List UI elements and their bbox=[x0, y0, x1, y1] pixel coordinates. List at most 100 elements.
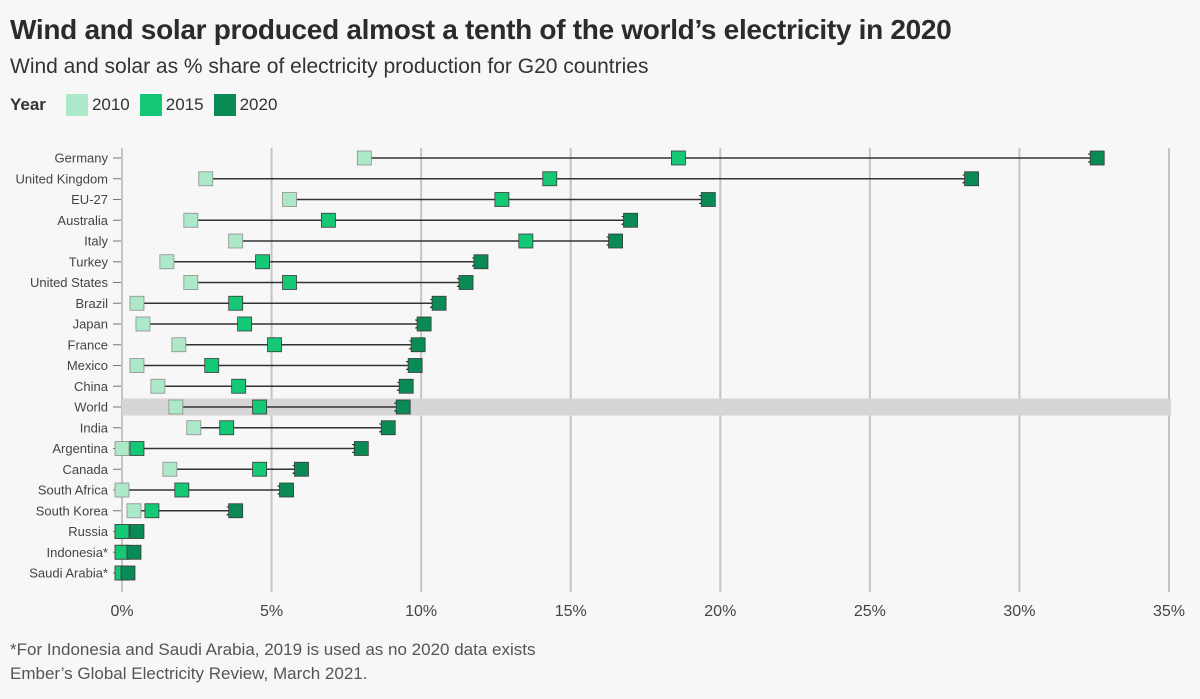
marker-2015[interactable] bbox=[228, 295, 244, 311]
marker-2015[interactable] bbox=[267, 337, 282, 353]
legend-label-2020: 2020 bbox=[239, 95, 278, 114]
y-tick-label: Japan bbox=[73, 317, 108, 332]
marker-2020[interactable] bbox=[608, 233, 623, 249]
y-tick-label: Germany bbox=[55, 151, 109, 166]
marker-2015[interactable] bbox=[518, 233, 534, 249]
y-tick-label: Mexico bbox=[67, 358, 108, 373]
marker-2010[interactable] bbox=[129, 295, 145, 311]
marker-2020[interactable] bbox=[126, 544, 142, 560]
marker-2020[interactable] bbox=[431, 295, 447, 311]
marker-2020[interactable] bbox=[458, 275, 474, 290]
y-tick-label: Argentina bbox=[52, 441, 108, 456]
marker-2020[interactable] bbox=[623, 212, 638, 228]
marker-2015[interactable] bbox=[255, 254, 270, 270]
legend-label-2015: 2015 bbox=[165, 95, 204, 114]
marker-2010[interactable] bbox=[162, 461, 178, 477]
marker-2015[interactable] bbox=[252, 399, 268, 415]
y-tick-label: Saudi Arabia* bbox=[29, 566, 108, 581]
marker-2010[interactable] bbox=[186, 420, 202, 436]
gridlines bbox=[121, 148, 1170, 592]
marker-2020[interactable] bbox=[964, 171, 979, 187]
legend-item-2010[interactable]: 2010 bbox=[65, 94, 130, 116]
marker-2020[interactable] bbox=[410, 337, 426, 353]
marker-2015[interactable] bbox=[174, 482, 190, 498]
marker-2010[interactable] bbox=[168, 399, 184, 415]
marker-2010[interactable] bbox=[126, 503, 142, 519]
row-south-africa: South Africa bbox=[38, 483, 294, 498]
marker-2020[interactable] bbox=[380, 420, 396, 436]
y-tick-label: Turkey bbox=[69, 254, 109, 269]
x-tick-label: 25% bbox=[854, 603, 886, 620]
x-tick-label: 5% bbox=[260, 603, 283, 620]
row-united-kingdom: United Kingdom bbox=[16, 171, 979, 186]
marker-2010[interactable] bbox=[114, 441, 130, 456]
marker-2015[interactable] bbox=[321, 212, 336, 228]
marker-2015[interactable] bbox=[114, 524, 130, 539]
marker-2015[interactable] bbox=[542, 171, 558, 187]
y-tick-label: China bbox=[74, 379, 109, 394]
marker-2020[interactable] bbox=[473, 254, 489, 270]
marker-2015[interactable] bbox=[671, 150, 686, 166]
marker-2015[interactable] bbox=[494, 192, 510, 207]
chart-rows: Germany United Kingdom EU-27 Australia Italy… bbox=[16, 151, 1105, 581]
row-australia: Australia bbox=[57, 212, 638, 228]
marker-2015[interactable] bbox=[231, 378, 247, 394]
marker-2020[interactable] bbox=[416, 316, 432, 332]
marker-2010[interactable] bbox=[135, 316, 151, 332]
marker-2020[interactable] bbox=[129, 524, 145, 539]
marker-2010[interactable] bbox=[150, 378, 166, 394]
row-world: World bbox=[74, 399, 411, 415]
marker-2020[interactable] bbox=[228, 503, 244, 519]
row-mexico: Mexico bbox=[67, 358, 423, 373]
marker-2015[interactable] bbox=[204, 358, 220, 373]
x-tick-label: 35% bbox=[1153, 603, 1185, 620]
row-russia: Russia bbox=[68, 524, 145, 539]
marker-2020[interactable] bbox=[407, 358, 423, 373]
y-tick-label: Canada bbox=[62, 462, 108, 477]
marker-2020[interactable] bbox=[700, 192, 716, 207]
marker-2020[interactable] bbox=[1089, 150, 1105, 166]
y-tick-label: India bbox=[80, 420, 109, 435]
marker-2015[interactable] bbox=[282, 275, 297, 290]
marker-2010[interactable] bbox=[198, 171, 214, 187]
x-tick-label: 0% bbox=[110, 603, 133, 620]
highlight-band-world bbox=[122, 398, 1171, 416]
legend-item-2015[interactable]: 2015 bbox=[139, 94, 204, 116]
marker-2020[interactable] bbox=[353, 441, 369, 456]
y-tick-label: Australia bbox=[57, 213, 108, 228]
marker-2015[interactable] bbox=[219, 420, 235, 436]
marker-2020[interactable] bbox=[279, 482, 294, 498]
y-tick-label: EU-27 bbox=[71, 192, 108, 207]
legend-swatch-2010 bbox=[65, 94, 88, 116]
marker-2020[interactable] bbox=[120, 565, 136, 581]
marker-2015[interactable] bbox=[252, 461, 268, 477]
marker-2010[interactable] bbox=[183, 275, 199, 290]
marker-2010[interactable] bbox=[159, 254, 175, 270]
marker-2015[interactable] bbox=[129, 441, 145, 456]
marker-2010[interactable] bbox=[114, 482, 130, 498]
legend-swatch-2020 bbox=[213, 94, 236, 116]
row-germany: Germany bbox=[55, 151, 1105, 166]
marker-2020[interactable] bbox=[395, 399, 411, 415]
marker-2020[interactable] bbox=[398, 378, 414, 394]
row-italy: Italy bbox=[84, 233, 623, 249]
marker-2010[interactable] bbox=[356, 150, 372, 166]
x-axis: 0% 5% 10% 15% 20% 25% 30% 35% bbox=[110, 603, 1185, 620]
marker-2015[interactable] bbox=[237, 316, 253, 332]
y-tick-label: Italy bbox=[84, 234, 108, 249]
footnote: *For Indonesia and Saudi Arabia, 2019 is… bbox=[10, 640, 536, 659]
y-tick-label: Brazil bbox=[75, 296, 108, 311]
marker-2010[interactable] bbox=[183, 212, 199, 228]
row-china: China bbox=[74, 378, 414, 394]
row-france: France bbox=[68, 337, 426, 352]
row-japan: Japan bbox=[73, 317, 432, 332]
legend-item-2020[interactable]: 2020 bbox=[213, 94, 278, 116]
marker-2010[interactable] bbox=[129, 358, 145, 373]
marker-2010[interactable] bbox=[282, 192, 297, 207]
legend-swatch-2015 bbox=[139, 94, 162, 116]
marker-2020[interactable] bbox=[294, 461, 309, 477]
marker-2015[interactable] bbox=[144, 503, 160, 519]
marker-2010[interactable] bbox=[228, 233, 244, 249]
y-tick-label: World bbox=[74, 400, 108, 415]
marker-2010[interactable] bbox=[171, 337, 187, 353]
